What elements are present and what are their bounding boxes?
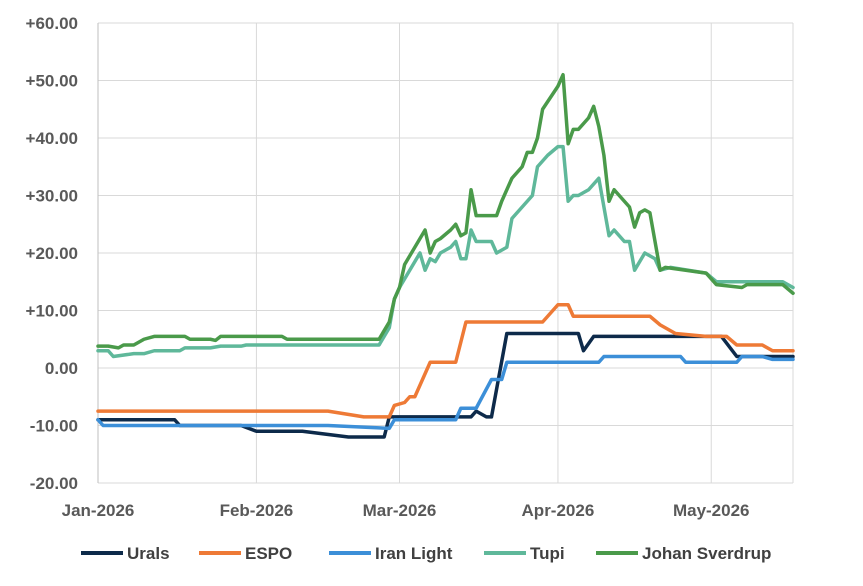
x-tick-label: May-2026 [673, 501, 750, 520]
legend-label: ESPO [245, 544, 292, 563]
y-tick-label: +10.00 [26, 302, 78, 321]
series-line-2 [96, 354, 795, 431]
series-line-1 [96, 303, 795, 419]
x-tick-label: Apr-2026 [522, 501, 595, 520]
y-tick-label: +50.00 [26, 72, 78, 91]
y-tick-label: -10.00 [30, 417, 78, 436]
y-tick-label: +60.00 [26, 14, 78, 33]
y-tick-label: 0.00 [45, 359, 78, 378]
x-tick-label: Feb-2026 [220, 501, 294, 520]
y-axis-ticks: +60.00 +50.00 +40.00 +30.00 +20.00 +10.00 0.00… [26, 14, 78, 493]
series-layer [96, 73, 795, 439]
y-tick-label: +40.00 [26, 129, 78, 148]
legend-label: Tupi [530, 544, 565, 563]
legend-label: Johan Sverdrup [642, 544, 771, 563]
x-tick-label: Jan-2026 [62, 501, 135, 520]
legend-label: Urals [127, 544, 170, 563]
series-line-3 [96, 144, 795, 359]
series-line-0 [96, 331, 795, 439]
series-line-4 [96, 73, 795, 350]
legend-label: Iran Light [375, 544, 453, 563]
x-axis-ticks: Jan-2026 Feb-2026 Mar-2026 Apr-2026 May-2026 [62, 501, 750, 520]
y-tick-label: +20.00 [26, 244, 78, 263]
y-tick-label: +30.00 [26, 187, 78, 206]
grid [97, 22, 794, 484]
x-tick-label: Mar-2026 [363, 501, 437, 520]
y-tick-label: -20.00 [30, 474, 78, 493]
legend: Urals ESPO Iran Light Tupi Johan Sverdrup [81, 544, 771, 563]
